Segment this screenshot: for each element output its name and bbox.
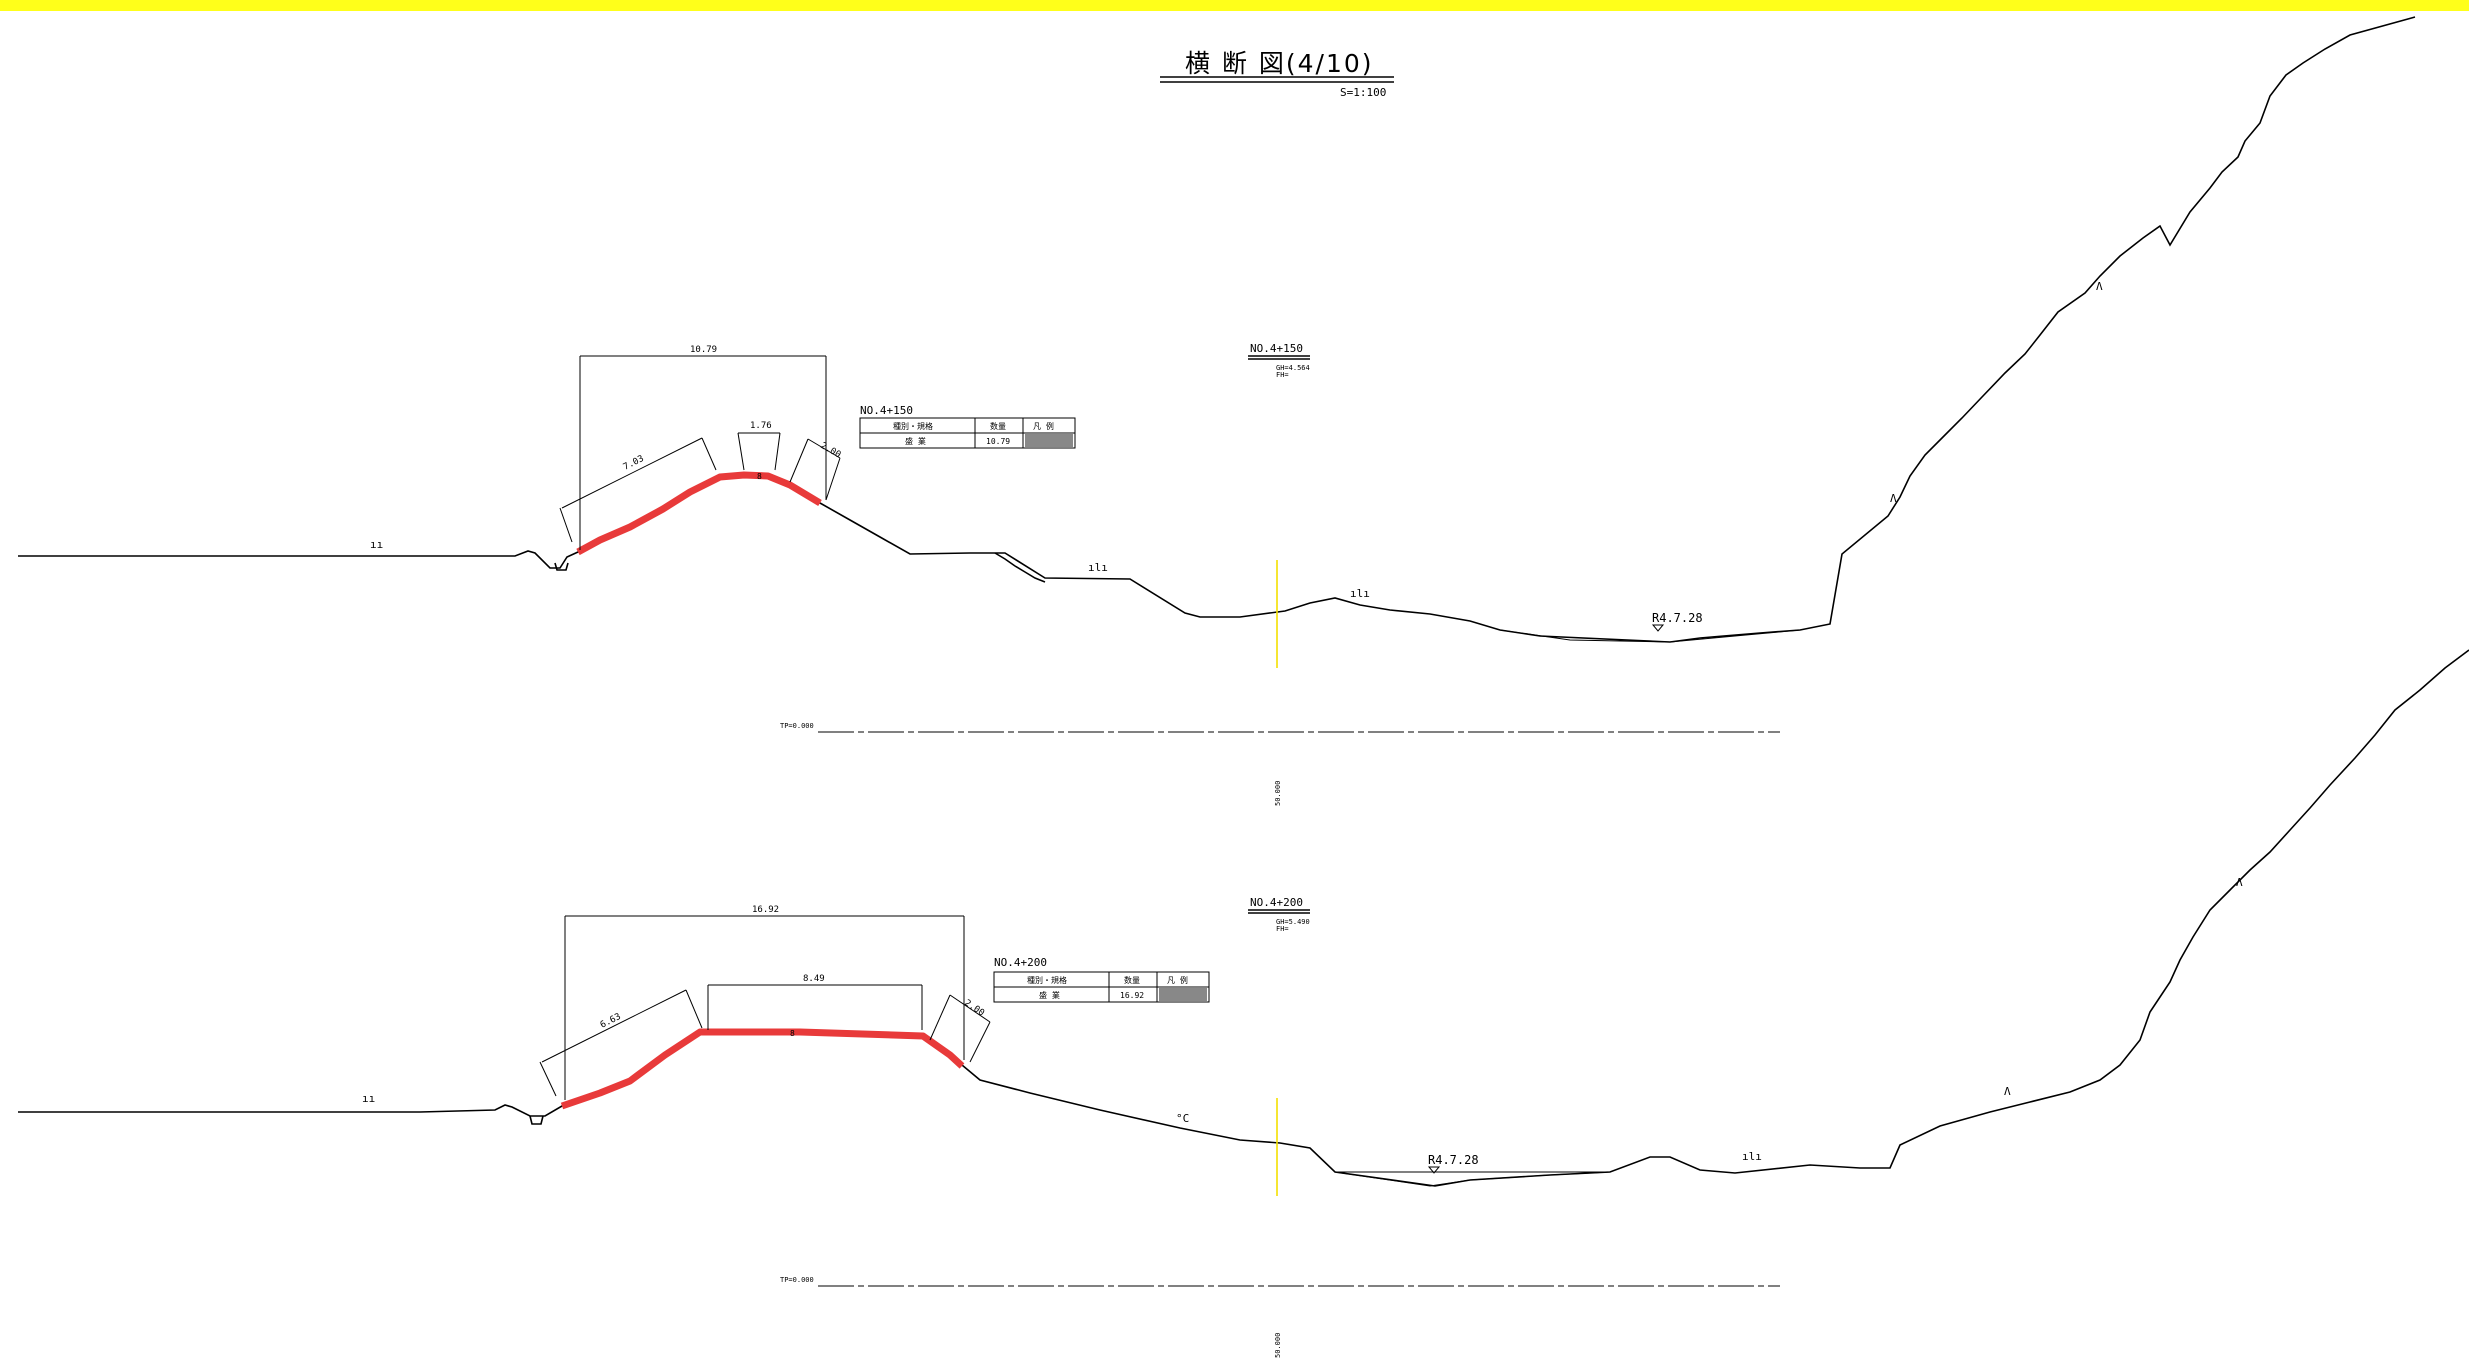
veg-a: ılı <box>1088 561 1108 574</box>
station-label: NO.4+200 <box>1250 896 1303 909</box>
datum-label: TP=0.000 <box>780 1276 814 1284</box>
gh-label: GH=5.490 <box>1276 918 1310 926</box>
veg-c: Λ <box>1890 492 1897 505</box>
dim-total: 10.79 <box>690 345 717 355</box>
riprap-mark <box>994 552 1046 583</box>
table-row-type: 盛 業 <box>1039 990 1060 1000</box>
ditch-icon <box>554 562 569 571</box>
table-station: NO.4+150 <box>860 404 913 417</box>
table-row-qty: 16.92 <box>1120 991 1144 1000</box>
veg-d: Λ <box>2236 876 2243 889</box>
dim-slope-left-ext1 <box>559 507 573 543</box>
table-col-legend: 凡 例 <box>1033 421 1054 431</box>
quantity-table: NO.4+200 種別・規格 数量 凡 例 盛 業 16.92 <box>993 956 1210 1003</box>
dim-slope-right: 2.00 <box>962 998 986 1018</box>
dim-slope-right-ext2 <box>825 457 841 501</box>
veg-left: ıı <box>362 1092 375 1105</box>
dim-slope-left-ext1 <box>539 1061 557 1097</box>
embankment-hatch <box>576 471 822 556</box>
dim-slope-right-line <box>807 438 841 459</box>
offset-label: 50.000 <box>1274 781 1282 806</box>
table-col-qty: 数量 <box>1124 975 1140 985</box>
embankment-mark: 8 <box>757 472 762 481</box>
dim-slope-left-ext2 <box>685 989 703 1029</box>
table-col-type: 種別・規格 <box>1027 975 1067 985</box>
water-label: R4.7.28 <box>1652 611 1703 625</box>
table-col-legend: 凡 例 <box>1167 975 1188 985</box>
dim-top: 1.76 <box>750 421 772 431</box>
station-label: NO.4+150 <box>1250 342 1303 355</box>
dim-slope-right-ext1 <box>789 438 809 483</box>
veg-b: ılı <box>1350 587 1370 600</box>
veg-c: Λ <box>2004 1085 2011 1098</box>
table-station: NO.4+200 <box>994 956 1047 969</box>
datum-label: TP=0.000 <box>780 722 814 730</box>
veg-left: ıı <box>370 538 383 551</box>
top-banner <box>0 0 2469 11</box>
table-row-qty: 10.79 <box>986 437 1010 446</box>
water-surface <box>1334 1171 1611 1187</box>
ground-line <box>18 649 2469 1187</box>
ditch-icon <box>529 1115 544 1125</box>
dim-slope-right: 2.00 <box>819 441 843 461</box>
embankment-mark: 8 <box>790 1029 795 1038</box>
dim-top: 8.49 <box>803 974 825 984</box>
dim-slope-right-line <box>949 994 991 1023</box>
gh-label: GH=4.564 <box>1276 364 1310 372</box>
dim-total: 16.92 <box>752 905 779 915</box>
dim-slope-left-line <box>541 989 687 1063</box>
dim-slope-left-line <box>561 437 703 509</box>
section-lower: 16.92 6.63 8.49 2.00 8 NO.4+200 種別・規格 数量… <box>18 649 2469 1358</box>
dim-slope-right-ext2 <box>969 1021 991 1063</box>
fh-label: FH= <box>1276 925 1289 933</box>
drawing-title: 横 断 図(4/10) <box>1185 49 1374 78</box>
table-row-type: 盛 業 <box>905 436 926 446</box>
dim-slope-left-ext2 <box>701 437 717 471</box>
legend-swatch <box>1025 434 1073 447</box>
dim-slope-right-ext1 <box>929 994 951 1041</box>
table-col-type: 種別・規格 <box>893 421 933 431</box>
water-level-icon <box>1427 1166 1441 1174</box>
veg-b: ılı <box>1742 1150 1762 1163</box>
table-col-qty: 数量 <box>990 421 1006 431</box>
veg-d: Λ <box>2096 280 2103 293</box>
water-level-icon <box>1651 624 1665 632</box>
water-label: R4.7.28 <box>1428 1153 1479 1167</box>
embankment-hatch <box>560 1028 965 1110</box>
dim-top-ext1 <box>737 432 745 471</box>
scale-label: S=1:100 <box>1340 86 1386 99</box>
veg-a: °C <box>1176 1112 1189 1125</box>
water-surface <box>1499 629 1801 643</box>
quantity-table: NO.4+150 種別・規格 数量 凡 例 盛 業 10.79 <box>859 404 1076 449</box>
offset-label: 50.000 <box>1274 1333 1282 1358</box>
legend-swatch <box>1159 988 1207 1001</box>
dim-slope-left: 7.03 <box>622 454 646 473</box>
section-upper: 10.79 7.03 1.76 2.00 8 NO.4+150 種別・規格 数量… <box>18 16 2416 806</box>
dim-top-ext2 <box>774 432 781 471</box>
fh-label: FH= <box>1276 371 1289 379</box>
